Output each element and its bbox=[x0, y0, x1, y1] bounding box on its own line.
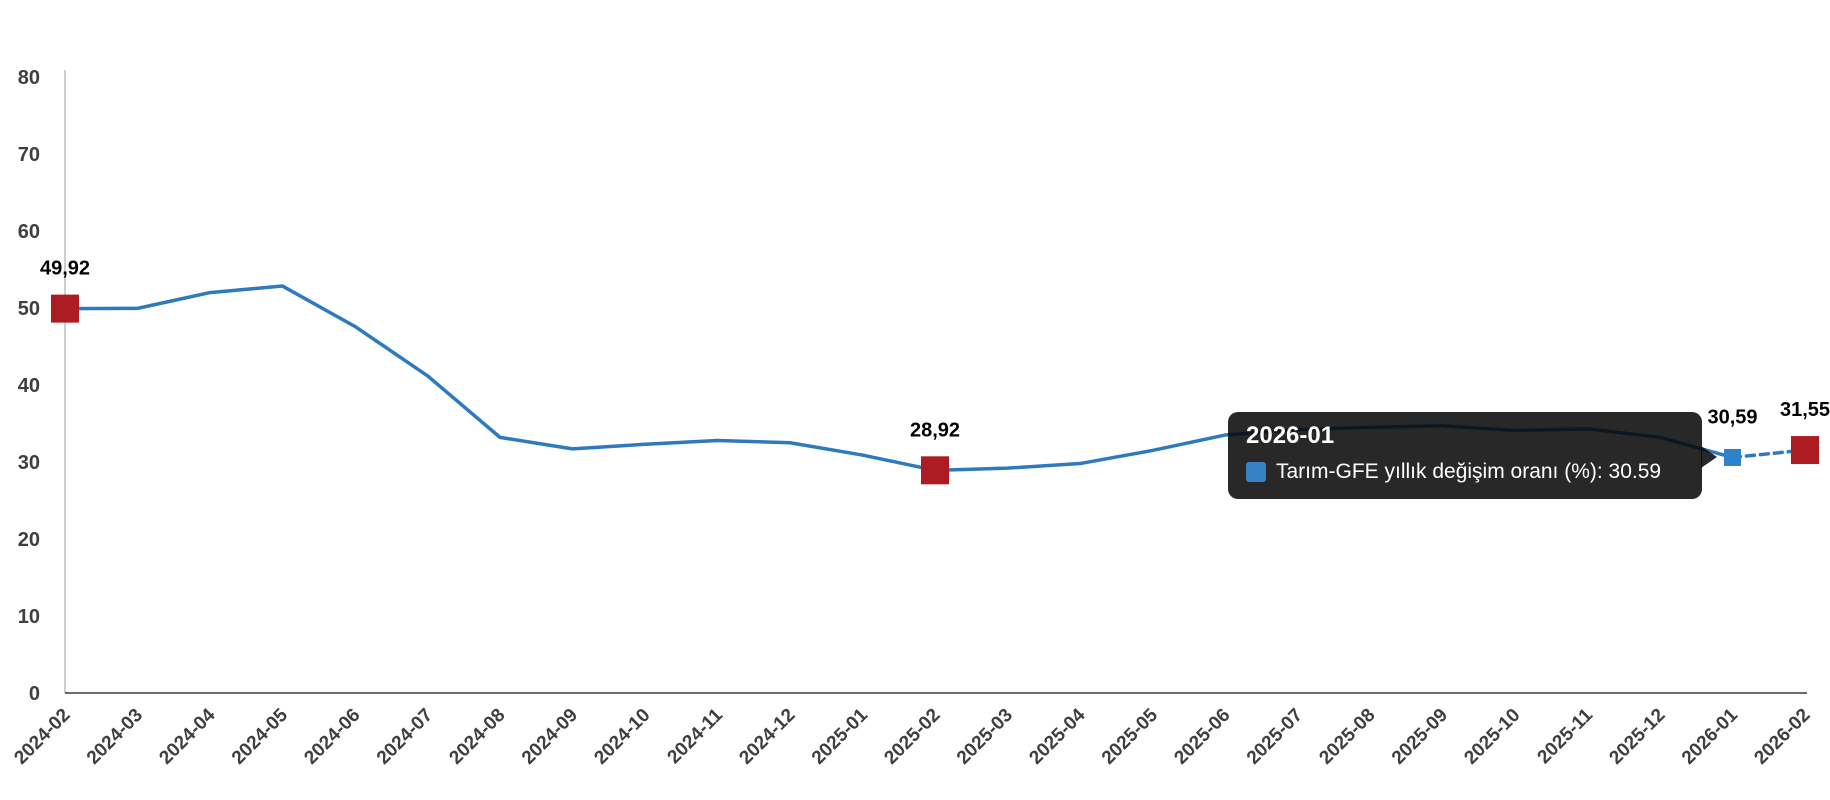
x-tick-label: 2025-09 bbox=[1388, 705, 1452, 769]
x-tick-label: 2025-02 bbox=[880, 705, 944, 769]
data-point-marker[interactable] bbox=[1791, 436, 1819, 465]
axes bbox=[64, 70, 1807, 694]
x-tick-label: 2024-08 bbox=[445, 705, 509, 769]
x-tick-label: 2024-07 bbox=[373, 705, 437, 769]
y-tick-label: 70 bbox=[18, 144, 40, 166]
series-swatch-icon bbox=[1246, 462, 1266, 482]
x-tick-label: 2026-02 bbox=[1750, 705, 1814, 769]
x-tick-label: 2025-03 bbox=[953, 705, 1017, 769]
tooltip-series-row: Tarım-GFE yıllık değişim oranı (%): 30.5… bbox=[1246, 460, 1684, 484]
x-tick-label: 2025-07 bbox=[1243, 705, 1307, 769]
data-point-label: 28,92 bbox=[910, 419, 960, 441]
x-tick-label: 2025-06 bbox=[1170, 705, 1234, 769]
x-tick-label: 2024-11 bbox=[664, 704, 728, 768]
tooltip: 2026-01 Tarım-GFE yıllık değişim oranı (… bbox=[1228, 412, 1717, 499]
x-tick-label: 2024-04 bbox=[155, 704, 219, 768]
x-tick-label: 2025-10 bbox=[1460, 705, 1524, 769]
y-axis-labels: 0 10 20 30 40 50 60 70 80 bbox=[18, 67, 40, 705]
x-axis-labels: 2024-02 2024-03 2024-04 2024-05 2024-06 2024-… bbox=[10, 704, 1814, 768]
y-tick-label: 40 bbox=[18, 375, 40, 397]
x-tick-label: 2024-02 bbox=[10, 705, 74, 769]
x-tick-label: 2024-05 bbox=[228, 704, 292, 768]
y-tick-label: 0 bbox=[29, 683, 40, 705]
x-tick-label: 2026-01 bbox=[1678, 704, 1742, 768]
data-point-markers[interactable] bbox=[51, 294, 1819, 485]
x-tick-label: 2025-01 bbox=[808, 704, 872, 768]
data-point-label: 49,92 bbox=[40, 258, 90, 280]
x-tick-label: 2024-09 bbox=[518, 705, 582, 769]
data-point-label: 31,55 bbox=[1780, 399, 1830, 421]
tooltip-arrow-icon bbox=[1701, 446, 1717, 468]
y-tick-label: 50 bbox=[18, 298, 40, 320]
y-tick-label: 60 bbox=[18, 221, 40, 243]
x-tick-label: 2024-10 bbox=[590, 705, 654, 769]
y-tick-label: 80 bbox=[18, 67, 40, 89]
y-tick-label: 30 bbox=[18, 452, 40, 474]
x-tick-label: 2025-04 bbox=[1025, 704, 1089, 768]
tooltip-text: Tarım-GFE yıllık değişim oranı (%): 30.5… bbox=[1276, 460, 1662, 483]
data-labels: 49,92 28,92 30,59 31,55 bbox=[40, 258, 1830, 442]
y-tick-label: 20 bbox=[18, 529, 40, 551]
x-tick-label: 2025-12 bbox=[1605, 705, 1669, 769]
x-tick-label: 2025-08 bbox=[1315, 705, 1379, 769]
data-point-label: 30,59 bbox=[1707, 406, 1757, 428]
x-tick-label: 2024-03 bbox=[83, 705, 147, 769]
y-tick-label: 10 bbox=[18, 606, 40, 628]
x-tick-label: 2025-11 bbox=[1534, 704, 1598, 768]
x-tick-label: 2025-05 bbox=[1098, 704, 1162, 768]
x-tick-label: 2024-06 bbox=[300, 705, 364, 769]
x-tick-label: 2024-12 bbox=[735, 705, 799, 769]
data-point-marker[interactable] bbox=[921, 456, 949, 485]
hovered-point-marker[interactable] bbox=[1724, 448, 1741, 466]
data-point-marker[interactable] bbox=[51, 294, 79, 323]
tooltip-header: 2026-01 bbox=[1246, 422, 1335, 449]
